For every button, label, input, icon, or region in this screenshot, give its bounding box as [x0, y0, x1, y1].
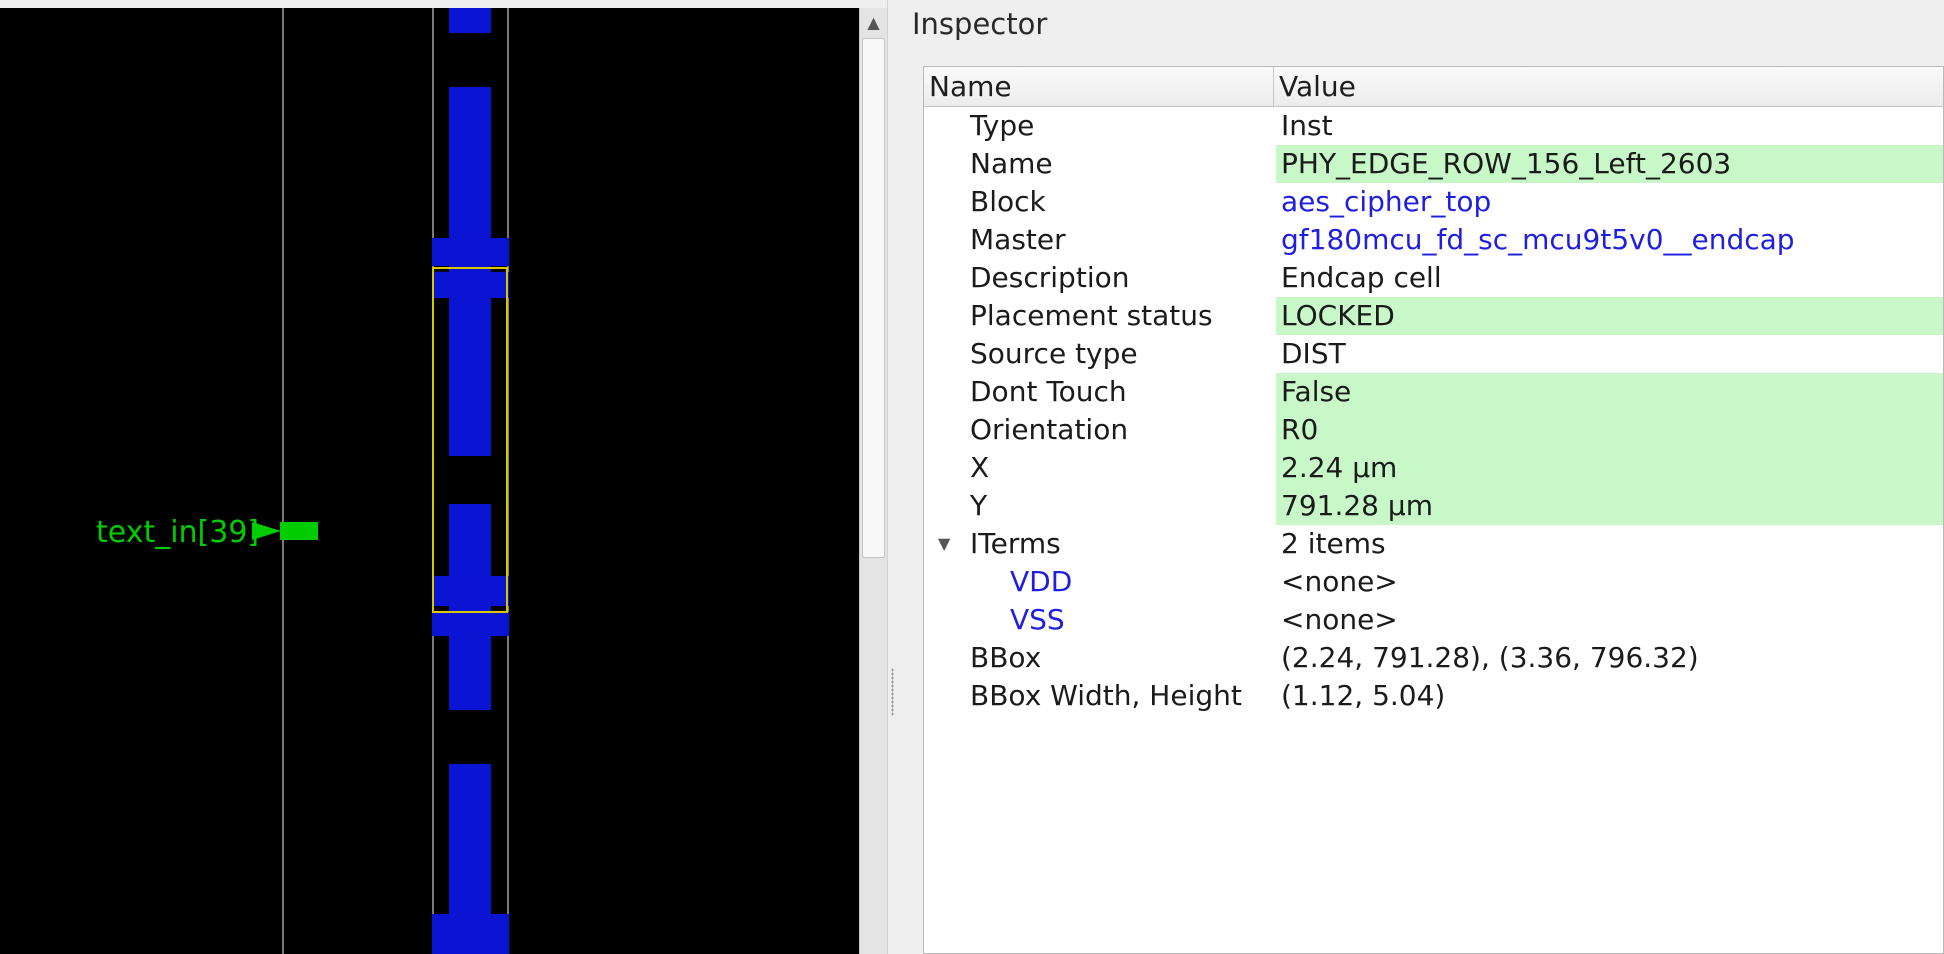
property-name: Y	[970, 489, 988, 522]
pin-label: text_in[39]	[96, 515, 259, 550]
table-row[interactable]: Dont Touch False	[924, 373, 1943, 411]
table-body: Type Inst Name PHY_EDGE_ROW_156_Left_260…	[924, 107, 1943, 715]
property-name-cell: VDD	[924, 563, 1274, 601]
property-value-editable[interactable]: 791.28 μm	[1276, 487, 1943, 525]
property-name: Block	[970, 185, 1046, 218]
table-header: Name Value	[924, 67, 1943, 107]
pane-splitter[interactable]	[887, 0, 899, 954]
property-name-cell: Source type	[924, 335, 1274, 373]
property-name: Name	[970, 147, 1053, 180]
scrollbar-thumb[interactable]	[862, 38, 885, 558]
property-name: Dont Touch	[970, 375, 1127, 408]
metal-segment	[449, 87, 491, 456]
table-row[interactable]: BBox (2.24, 791.28), (3.36, 796.32)	[924, 639, 1943, 677]
property-value: <none>	[1281, 603, 1398, 636]
property-name: Placement status	[970, 299, 1213, 332]
property-name-cell: Orientation	[924, 411, 1274, 449]
property-value-editable[interactable]: 2.24 μm	[1276, 449, 1943, 487]
metal-segment	[449, 504, 491, 710]
inspector-tree-table[interactable]: Name Value Type Inst Name PHY_EDGE_ROW_1…	[923, 66, 1944, 954]
table-row[interactable]: BBox Width, Height (1.12, 5.04)	[924, 677, 1943, 715]
table-row[interactable]: VDD <none>	[924, 563, 1943, 601]
property-name-cell: Master	[924, 221, 1274, 259]
property-name: BBox Width, Height	[970, 679, 1242, 712]
property-name: X	[970, 451, 990, 484]
table-row[interactable]: VSS <none>	[924, 601, 1943, 639]
layout-drawing[interactable]: text_in[39]	[0, 8, 859, 954]
table-row[interactable]: Name PHY_EDGE_ROW_156_Left_2603	[924, 145, 1943, 183]
property-name-cell: X	[924, 449, 1274, 487]
arrow-up-icon[interactable]: ▲	[867, 12, 880, 32]
property-name: ITerms	[970, 527, 1061, 560]
inspector-panel: Inspector Name Value Type Inst Name PHY_…	[899, 0, 1944, 954]
property-name-cell: Dont Touch	[924, 373, 1274, 411]
iterm-link[interactable]: VDD	[1010, 565, 1073, 598]
column-header-value[interactable]: Value	[1279, 70, 1356, 103]
property-name-cell: Type	[924, 107, 1274, 145]
power-rail-block	[432, 914, 509, 954]
block-link[interactable]: aes_cipher_top	[1281, 185, 1492, 218]
property-value-editable[interactable]: LOCKED	[1276, 297, 1943, 335]
table-row[interactable]: Orientation R0	[924, 411, 1943, 449]
property-value: DIST	[1281, 337, 1346, 370]
property-name-cell: Description	[924, 259, 1274, 297]
layout-canvas[interactable]: text_in[39]	[0, 8, 859, 954]
master-link[interactable]: gf180mcu_fd_sc_mcu9t5v0__endcap	[1281, 223, 1795, 256]
property-name: Master	[970, 223, 1066, 256]
property-value-editable[interactable]: PHY_EDGE_ROW_156_Left_2603	[1276, 145, 1943, 183]
table-row[interactable]: Source type DIST	[924, 335, 1943, 373]
table-row[interactable]: Y 791.28 μm	[924, 487, 1943, 525]
property-value: <none>	[1281, 565, 1398, 598]
table-row[interactable]: Block aes_cipher_top	[924, 183, 1943, 221]
property-value: Inst	[1281, 109, 1333, 142]
property-value: Endcap cell	[1281, 261, 1442, 294]
property-name: Orientation	[970, 413, 1129, 446]
property-name-cell: Placement status	[924, 297, 1274, 335]
table-row[interactable]: ▼ ITerms 2 items	[924, 525, 1943, 563]
table-row[interactable]: Placement status LOCKED	[924, 297, 1943, 335]
property-name: BBox	[970, 641, 1042, 674]
table-row[interactable]: Type Inst	[924, 107, 1943, 145]
table-row[interactable]: X 2.24 μm	[924, 449, 1943, 487]
property-name: Source type	[970, 337, 1138, 370]
selected-instance-outline[interactable]	[432, 267, 508, 613]
iterm-link[interactable]: VSS	[1010, 603, 1065, 636]
column-header-name[interactable]: Name	[924, 67, 1274, 107]
power-rail-block	[432, 272, 509, 298]
power-rail-block	[432, 612, 509, 636]
property-name-cell: Y	[924, 487, 1274, 525]
splitter-grip-icon[interactable]	[891, 668, 894, 716]
property-name-cell: BBox	[924, 639, 1274, 677]
inspector-title: Inspector	[912, 7, 1048, 41]
property-name-cell: VSS	[924, 601, 1274, 639]
pin-arrow-icon	[252, 522, 281, 540]
property-value: 2 items	[1281, 527, 1386, 560]
property-name-cell: Name	[924, 145, 1274, 183]
table-row[interactable]: Master gf180mcu_fd_sc_mcu9t5v0__endcap	[924, 221, 1943, 259]
property-value-editable[interactable]: R0	[1276, 411, 1943, 449]
property-name: Type	[970, 109, 1035, 142]
layout-vertical-scrollbar[interactable]: ▲	[859, 8, 887, 954]
property-name-cell: BBox Width, Height	[924, 677, 1274, 715]
property-name: Description	[970, 261, 1130, 294]
property-value-editable[interactable]: False	[1276, 373, 1943, 411]
power-rail-block	[432, 576, 509, 606]
property-value: (1.12, 5.04)	[1281, 679, 1446, 712]
pin-shape[interactable]	[280, 522, 318, 540]
metal-segment	[449, 8, 491, 33]
property-value: (2.24, 791.28), (3.36, 796.32)	[1281, 641, 1699, 674]
expand-arrow-icon[interactable]: ▼	[938, 534, 951, 553]
power-rail-block	[432, 238, 509, 266]
table-row[interactable]: Description Endcap cell	[924, 259, 1943, 297]
property-name-cell: Block	[924, 183, 1274, 221]
property-name-cell: ▼ ITerms	[924, 525, 1274, 563]
